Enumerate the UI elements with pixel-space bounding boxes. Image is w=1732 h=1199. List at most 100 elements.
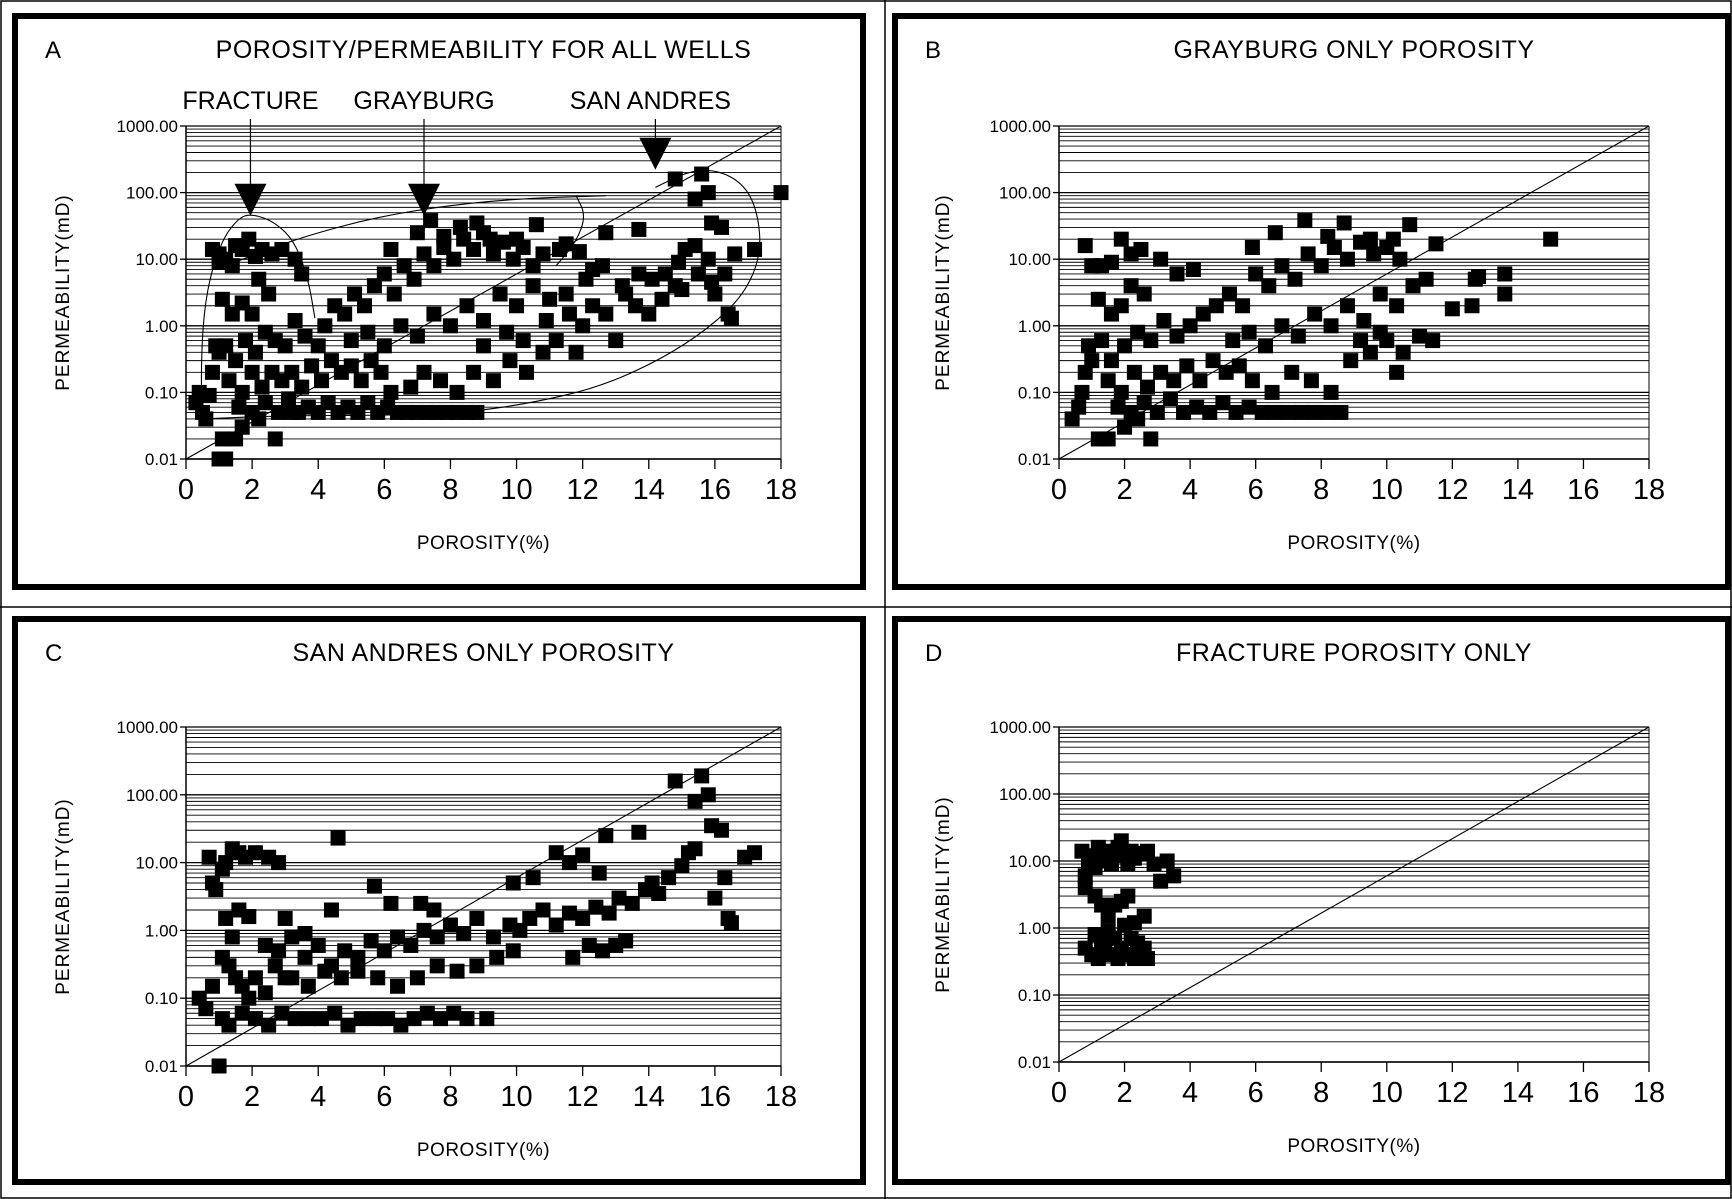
data-point	[1366, 246, 1382, 262]
data-point	[333, 970, 349, 986]
data-point	[485, 246, 501, 262]
data-point	[1126, 364, 1142, 380]
data-point	[221, 958, 237, 974]
data-point	[317, 318, 333, 334]
data-point	[707, 890, 723, 906]
data-point	[231, 399, 247, 415]
data-point	[254, 379, 270, 395]
data-point	[512, 922, 528, 938]
data-point	[274, 241, 290, 257]
data-point	[1123, 404, 1139, 420]
data-point	[700, 251, 716, 267]
data-point	[1395, 344, 1411, 360]
panel-letter: C	[45, 640, 62, 667]
data-point	[287, 313, 303, 329]
data-point	[1130, 324, 1146, 340]
data-point	[542, 291, 558, 307]
y-tick-label: 1000.00	[117, 117, 178, 136]
data-point	[244, 364, 260, 380]
data-point	[565, 949, 581, 965]
data-point	[538, 313, 554, 329]
data-point	[1159, 853, 1175, 869]
data-point	[588, 899, 604, 915]
data-point	[337, 306, 353, 322]
x-tick-label: 2	[244, 1081, 260, 1113]
data-point	[353, 373, 369, 389]
data-point	[1241, 324, 1257, 340]
data-point	[446, 251, 462, 267]
data-point	[314, 373, 330, 389]
data-point	[1185, 262, 1201, 278]
data-point	[294, 379, 310, 395]
data-point	[1320, 228, 1336, 244]
data-point	[1497, 266, 1513, 282]
x-tick-label: 10	[500, 474, 532, 506]
y-tick-label: 1.00	[1018, 317, 1051, 336]
data-point	[1136, 286, 1152, 302]
data-point	[1274, 318, 1290, 334]
data-point	[1146, 856, 1162, 872]
data-point	[204, 364, 220, 380]
data-point	[1389, 298, 1405, 314]
panel-letter: D	[925, 640, 942, 667]
data-point	[598, 306, 614, 322]
data-point	[561, 855, 577, 871]
data-point	[429, 929, 445, 945]
data-point	[446, 1005, 462, 1021]
data-point	[317, 963, 333, 979]
data-point	[357, 298, 372, 314]
data-point	[690, 266, 706, 282]
data-point	[1497, 286, 1513, 302]
x-tick-label: 4	[310, 474, 326, 506]
data-point	[1100, 373, 1116, 389]
data-point	[1258, 338, 1273, 354]
data-point	[469, 958, 485, 974]
y-tick-label: 10.00	[1008, 250, 1051, 269]
y-tick-label: 1.00	[1018, 919, 1051, 938]
data-point	[1117, 917, 1133, 933]
data-point	[1208, 298, 1224, 314]
data-point	[1103, 353, 1119, 369]
data-point	[1143, 431, 1159, 447]
y-tick-label: 0.01	[1018, 450, 1051, 469]
data-point	[459, 1011, 475, 1027]
data-point	[723, 310, 739, 326]
x-tick-label: 0	[178, 1081, 194, 1113]
data-point	[267, 958, 283, 974]
data-point	[251, 271, 267, 287]
data-point	[548, 917, 564, 933]
panel-frame	[12, 13, 866, 590]
data-point	[1153, 364, 1169, 380]
data-point	[575, 910, 591, 926]
data-point	[376, 266, 392, 282]
y-tick-label: 1.00	[145, 921, 178, 940]
data-point	[1372, 286, 1388, 302]
data-point	[433, 373, 449, 389]
data-point	[1284, 364, 1300, 380]
y-tick-label: 10.00	[1008, 852, 1051, 871]
data-point	[667, 773, 683, 789]
data-point	[1543, 231, 1559, 247]
reference-line	[1058, 726, 1650, 1063]
data-point	[297, 926, 313, 942]
data-point	[327, 1005, 343, 1021]
data-point	[641, 306, 657, 322]
data-point	[482, 231, 498, 247]
data-point	[1323, 384, 1339, 400]
data-point	[426, 902, 442, 918]
x-tick-label: 2	[244, 474, 260, 506]
chart-title: SAN ANDRES ONLY POROSITY	[292, 639, 674, 667]
data-point	[386, 286, 402, 302]
data-point	[456, 926, 472, 942]
data-point	[1336, 215, 1352, 231]
data-point	[228, 431, 244, 447]
data-point	[1412, 328, 1428, 344]
data-point	[363, 353, 379, 369]
data-point	[383, 384, 399, 400]
data-point	[598, 828, 614, 844]
data-point	[393, 318, 409, 334]
data-point	[1123, 278, 1139, 294]
data-point	[287, 251, 303, 267]
y-axis-title: PERMEABILITY(mD)	[53, 194, 74, 391]
data-point	[585, 262, 601, 278]
